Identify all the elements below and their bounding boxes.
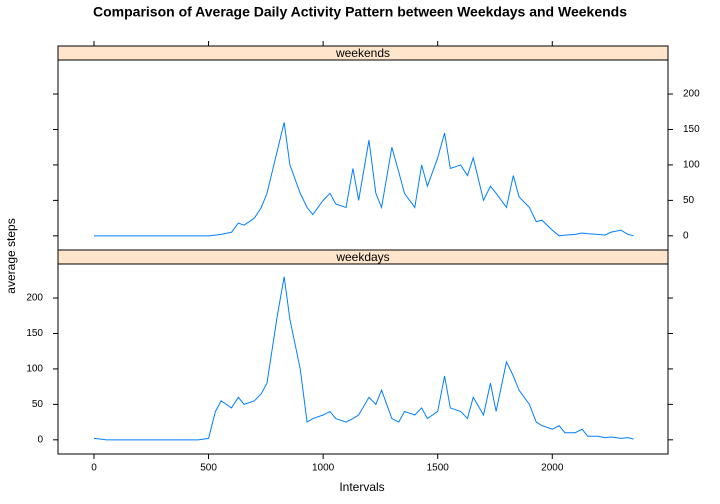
y-tick-label: 150 — [26, 328, 43, 339]
panel-frame — [57, 263, 669, 455]
y-tick-label: 200 — [26, 293, 43, 304]
y-tick-label: 0 — [683, 230, 689, 241]
x-tick-label: 2000 — [541, 463, 564, 474]
y-tick-label: 100 — [683, 160, 700, 171]
series-line — [93, 122, 634, 237]
y-tick-label: 150 — [683, 124, 700, 135]
x-tick-label: 1000 — [312, 463, 335, 474]
y-tick-label: 100 — [26, 364, 43, 375]
y-tick-label: 0 — [37, 434, 43, 445]
y-tick-label: 50 — [683, 195, 695, 206]
y-tick-label: 200 — [683, 89, 700, 100]
x-tick-label: 1500 — [427, 463, 450, 474]
strip-label: weekdays — [335, 250, 389, 264]
chart-title: Comparison of Average Daily Activity Pat… — [93, 4, 627, 20]
x-axis-label: Intervals — [339, 480, 384, 494]
y-tick-label: 50 — [32, 399, 44, 410]
x-tick-label: 0 — [91, 463, 97, 474]
y-axis-label: average steps — [4, 218, 18, 293]
series-line — [93, 276, 634, 441]
strip-label: weekends — [335, 46, 390, 60]
x-tick-label: 500 — [200, 463, 217, 474]
